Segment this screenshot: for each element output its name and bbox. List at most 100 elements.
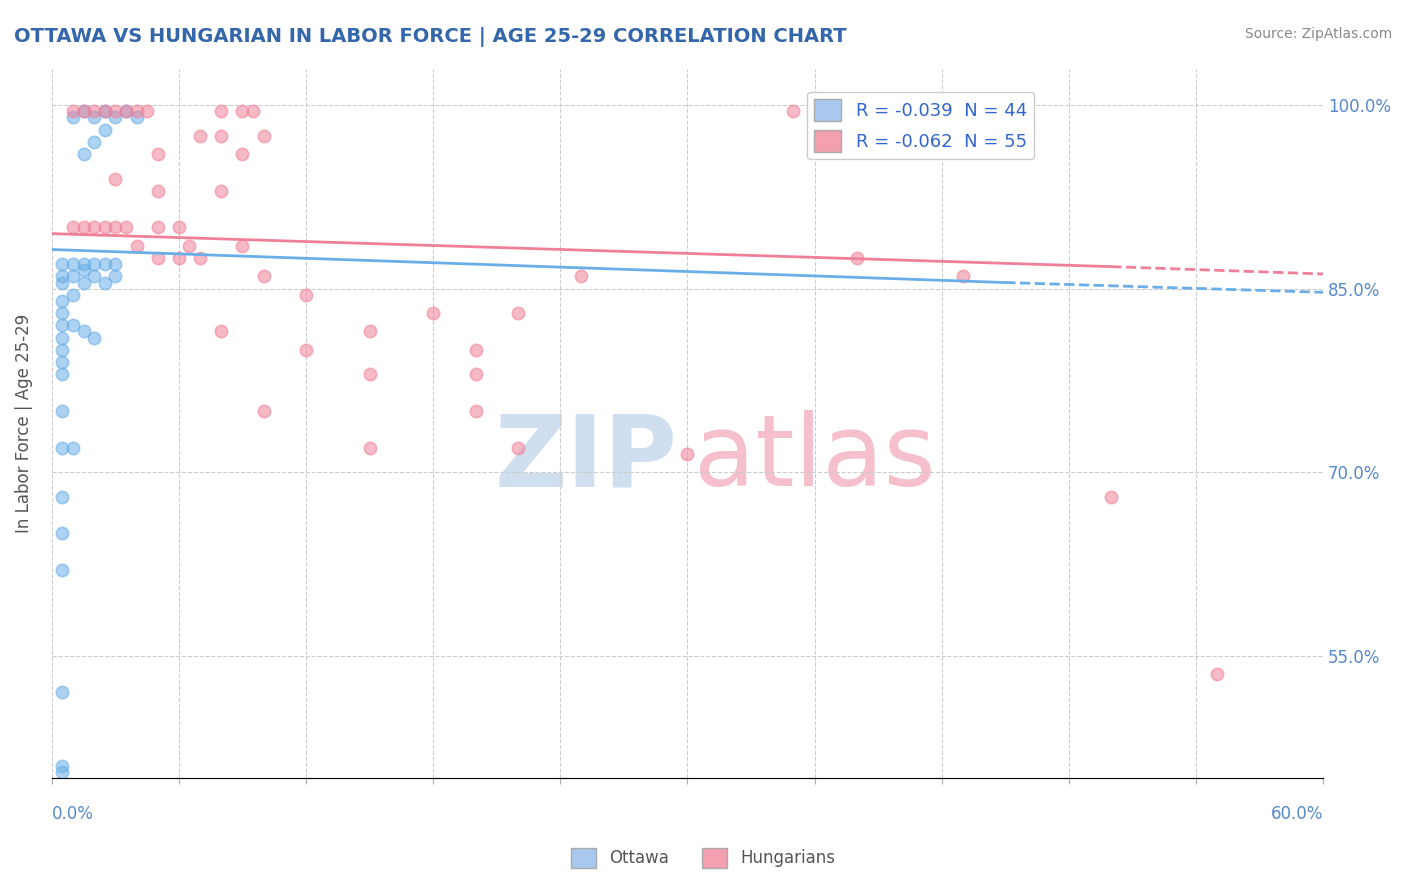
Point [1206,666,1229,681]
Point [62,220,84,235]
Point [846,251,869,265]
Point [51,269,73,284]
Point [136,104,159,119]
Point [72,276,94,290]
Point [72,220,94,235]
Legend: Ottawa, Hungarians: Ottawa, Hungarians [564,841,842,875]
Point [253,404,276,418]
Point [51,343,73,357]
Point [93,257,115,271]
Point [952,269,974,284]
Point [253,128,276,143]
Point [167,251,190,265]
Point [125,239,148,253]
Point [62,257,84,271]
Point [51,330,73,344]
Point [51,685,73,699]
Point [179,239,201,253]
Point [125,104,148,119]
Point [253,269,276,284]
Point [104,111,127,125]
Point [72,325,94,339]
Point [51,526,73,541]
Text: atlas: atlas [693,410,935,508]
Point [231,147,253,161]
Point [93,104,115,119]
Point [51,355,73,369]
Point [104,257,127,271]
Point [51,764,73,779]
Point [104,269,127,284]
Point [51,563,73,577]
Point [422,306,444,320]
Point [571,269,593,284]
Point [146,220,169,235]
Point [359,368,381,382]
Point [51,276,73,290]
Point [188,128,211,143]
Point [464,343,486,357]
Legend: R = -0.039  N = 44, R = -0.062  N = 55: R = -0.039 N = 44, R = -0.062 N = 55 [807,92,1035,160]
Point [146,251,169,265]
Text: 0.0%: 0.0% [52,805,94,823]
Point [167,220,190,235]
Text: 60.0%: 60.0% [1271,805,1323,823]
Point [231,104,253,119]
Point [209,104,232,119]
Point [62,111,84,125]
Point [506,306,529,320]
Point [242,104,264,119]
Point [62,441,84,455]
Point [83,111,105,125]
Y-axis label: In Labor Force | Age 25-29: In Labor Force | Age 25-29 [15,314,32,533]
Point [51,490,73,504]
Text: OTTAWA VS HUNGARIAN IN LABOR FORCE | AGE 25-29 CORRELATION CHART: OTTAWA VS HUNGARIAN IN LABOR FORCE | AGE… [14,27,846,46]
Point [209,184,232,198]
Point [125,111,148,125]
Point [72,104,94,119]
Point [83,257,105,271]
Point [51,306,73,320]
Point [115,220,138,235]
Point [146,184,169,198]
Point [188,251,211,265]
Point [506,441,529,455]
Point [209,128,232,143]
Point [51,257,73,271]
Point [93,104,115,119]
Point [83,330,105,344]
Point [83,269,105,284]
Point [62,269,84,284]
Point [83,220,105,235]
Point [115,104,138,119]
Point [104,220,127,235]
Point [93,122,115,136]
Point [931,128,953,143]
Point [62,287,84,301]
Point [676,447,699,461]
Point [51,293,73,308]
Point [51,404,73,418]
Point [93,276,115,290]
Point [62,318,84,333]
Text: Source: ZipAtlas.com: Source: ZipAtlas.com [1244,27,1392,41]
Point [1099,490,1122,504]
Point [295,343,318,357]
Point [72,104,94,119]
Point [51,758,73,772]
Point [72,147,94,161]
Point [83,135,105,149]
Point [51,441,73,455]
Point [51,318,73,333]
Point [104,171,127,186]
Point [83,104,105,119]
Point [72,257,94,271]
Point [359,325,381,339]
Point [209,325,232,339]
Point [231,239,253,253]
Point [295,287,318,301]
Point [93,220,115,235]
Point [72,263,94,277]
Point [464,368,486,382]
Point [782,104,804,119]
